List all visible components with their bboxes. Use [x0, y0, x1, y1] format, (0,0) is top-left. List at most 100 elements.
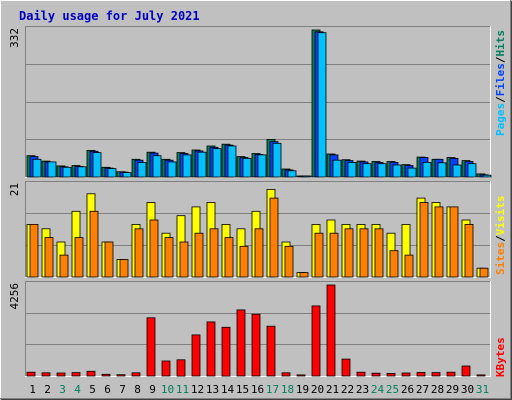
bar-sites-day-12: [194, 232, 204, 278]
bar-kbytes-day-5: [86, 370, 96, 377]
bar-kbytes-day-16: [251, 313, 261, 377]
bar-kbytes-day-6: [101, 373, 111, 377]
bar-kbytes-day-7: [116, 374, 126, 377]
bar-kbytes-day-23: [356, 371, 366, 377]
bar-sites-day-8: [134, 228, 144, 278]
bar-pages-day-27: [422, 161, 432, 178]
x-tick-label: 2: [44, 383, 51, 396]
x-tick-label: 8: [134, 383, 141, 396]
bar-sites-day-24: [374, 228, 384, 278]
x-tick-label: 31: [476, 383, 489, 396]
bar-pages-day-22: [347, 161, 357, 178]
bar-pages-day-12: [197, 151, 207, 178]
bar-pages-day-24: [377, 163, 387, 178]
x-tick-label: 23: [356, 383, 369, 396]
bar-kbytes-day-9: [146, 317, 156, 377]
x-tick-label: 27: [416, 383, 429, 396]
bar-kbytes-day-29: [446, 371, 456, 377]
x-tick-label: 1: [29, 383, 36, 396]
bar-kbytes-day-26: [401, 372, 411, 377]
bar-sites-day-5: [89, 210, 99, 278]
bar-pages-day-28: [437, 162, 447, 178]
bar-kbytes-day-28: [431, 372, 441, 377]
bar-pages-day-30: [467, 163, 477, 178]
legend-separator: /: [494, 56, 507, 63]
bar-sites-day-6: [104, 241, 114, 278]
x-tick-labels: 1 2 3 4 5 6 7 8 9 10 11 12 13 14 15 16 17 18 19 20 21 22 23 24 2…: [29, 383, 489, 396]
x-tick-label: 11: [176, 383, 189, 396]
bar-pages-day-13: [212, 148, 222, 178]
legend-files: Files: [494, 63, 507, 96]
bar-pages-day-17: [272, 142, 282, 178]
bar-sites-day-11: [179, 241, 189, 278]
bar-kbytes-day-3: [56, 372, 66, 377]
x-tick-label: 5: [89, 383, 96, 396]
bar-sites-day-17: [269, 197, 279, 278]
bar-kbytes-day-13: [206, 321, 216, 377]
panel-visits-sites: 21 Sites/Visits: [8, 181, 507, 278]
legend-kbytes: KBytes: [494, 337, 507, 377]
series-sites: [29, 197, 489, 278]
bar-kbytes-day-12: [191, 334, 201, 377]
bar-sites-day-26: [404, 254, 414, 278]
x-tick-label: 30: [461, 383, 474, 396]
x-tick-label: 3: [59, 383, 66, 396]
bar-pages-day-23: [362, 163, 372, 178]
x-tick-label: 26: [401, 383, 414, 396]
bar-sites-day-31: [479, 267, 489, 278]
bar-sites-day-23: [359, 228, 369, 278]
bar-kbytes-day-17: [266, 325, 276, 377]
x-tick-label: 10: [161, 383, 174, 396]
bar-sites-day-27: [419, 202, 429, 278]
x-tick-label: 14: [221, 383, 235, 396]
y-max-label: 4256: [8, 283, 21, 310]
x-tick-label: 22: [341, 383, 354, 396]
bar-kbytes-day-20: [311, 305, 321, 377]
x-tick-label: 20: [311, 383, 324, 396]
bar-kbytes-day-24: [371, 372, 381, 377]
bar-pages-day-21: [332, 159, 342, 178]
bar-sites-day-18: [284, 245, 294, 278]
bar-sites-day-22: [344, 228, 354, 278]
bar-kbytes-day-14: [221, 326, 231, 377]
bar-pages-day-18: [287, 170, 297, 178]
bar-sites-day-10: [164, 237, 174, 278]
bar-sites-day-1: [29, 223, 39, 278]
bar-pages-day-5: [92, 152, 102, 178]
bar-pages-day-1: [32, 158, 42, 178]
bar-sites-day-9: [149, 219, 159, 278]
bar-sites-day-3: [59, 254, 69, 278]
bar-kbytes-day-21: [326, 284, 336, 377]
legend-pages: Pages: [494, 103, 507, 136]
bar-kbytes-day-8: [131, 372, 141, 377]
bar-pages-day-26: [407, 167, 417, 178]
bar-sites-day-4: [74, 237, 84, 278]
bar-pages-day-7: [122, 172, 132, 178]
legend-kbytes: KBytes: [494, 337, 507, 377]
legend-hits: Hits: [494, 30, 507, 57]
bar-sites-day-7: [119, 259, 129, 278]
bar-pages-day-4: [77, 166, 87, 178]
x-tick-label: 29: [446, 383, 459, 396]
bar-pages-day-19: [302, 175, 312, 178]
x-tick-label: 6: [104, 383, 111, 396]
legend-visits: Visits: [494, 196, 507, 236]
bar-kbytes-day-19: [296, 374, 306, 377]
bar-kbytes-day-25: [386, 372, 396, 377]
bar-sites-day-2: [44, 237, 54, 278]
x-tick-label: 15: [236, 383, 249, 396]
bar-kbytes-day-10: [161, 360, 171, 377]
bar-kbytes-day-30: [461, 365, 471, 377]
bar-kbytes-day-2: [41, 372, 51, 377]
bar-pages-day-14: [227, 145, 237, 178]
bar-sites-day-25: [389, 250, 399, 278]
legend-sites: Sites: [494, 242, 507, 275]
x-tick-label: 12: [191, 383, 204, 396]
y-max-label: 332: [8, 28, 21, 48]
x-tick-label: 16: [251, 383, 264, 396]
bar-pages-day-31: [482, 174, 492, 178]
x-tick-label: 4: [74, 383, 81, 396]
